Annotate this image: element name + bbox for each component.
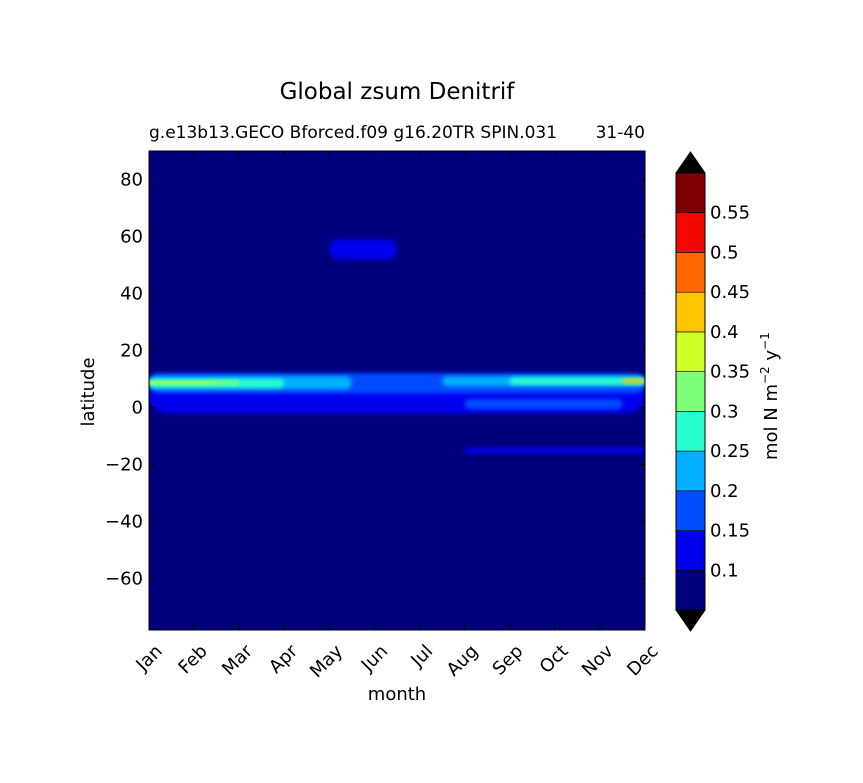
colorbar-ticks: 0.1 0.15 0.2 0.25 0.3 0.35 0.4 0.45 0.5 0.55 — [710, 203, 750, 582]
colorbar-segment — [675, 490, 706, 531]
colorbar-segment — [675, 569, 706, 611]
x-tick-label: Feb — [174, 641, 211, 678]
contour-region-11 — [464, 447, 645, 454]
x-tick-label: Jun — [357, 641, 392, 676]
x-tick-label: May — [306, 641, 347, 682]
y-tick-label: 20 — [120, 341, 143, 362]
colorbar-label: mol N m−2 y−1 — [758, 332, 782, 460]
x-tick-label: Oct — [536, 641, 573, 678]
contour-region-10 — [329, 239, 397, 260]
colorbar-segment — [675, 252, 706, 293]
colorbar-label-base: mol N m — [761, 384, 782, 460]
colorbar-extend-bottom — [675, 609, 706, 632]
y-axis: 80 60 40 20 0 −20 −40 −60 — [105, 170, 645, 590]
contour-region-7 — [509, 377, 645, 385]
colorbar-segment — [675, 172, 706, 214]
colorbar-tick-label: 0.2 — [710, 481, 739, 502]
y-tick-label: −40 — [105, 512, 143, 533]
y-tick-label: 60 — [120, 227, 143, 248]
colorbar-tick-label: 0.45 — [710, 282, 750, 303]
y-tick-label: −60 — [105, 569, 143, 590]
plot-area — [149, 151, 645, 630]
colorbar-label-mid: y — [761, 350, 782, 367]
x-axis-label: month — [368, 684, 426, 705]
x-tick-label: Sep — [489, 641, 528, 680]
chart-subtitle-left: g.e13b13.GECO Bforced.f09 g16.20TR SPIN.… — [149, 123, 557, 143]
colorbar-tick-label: 0.35 — [710, 362, 750, 383]
colorbar-tick-label: 0.25 — [710, 441, 750, 462]
plot-frame — [148, 150, 646, 631]
x-tick-label: Mar — [218, 640, 257, 679]
colorbar-segment — [675, 411, 706, 452]
colorbar-segment — [675, 331, 706, 372]
contour-region-8 — [622, 379, 645, 384]
colorbar-extend-top — [675, 151, 706, 174]
colorbar-segment — [675, 450, 706, 492]
x-tick-label: Jan — [132, 641, 167, 676]
colorbar-tick-label: 0.55 — [710, 203, 750, 224]
colorbar-segment — [675, 371, 706, 412]
x-tick-label: Aug — [443, 641, 483, 681]
contour-region-9 — [464, 399, 623, 410]
colorbar-label-sup2: −1 — [758, 332, 772, 350]
colorbar-tick-label: 0.4 — [710, 322, 739, 343]
colorbar — [675, 151, 706, 632]
colorbar-tick-label: 0.15 — [710, 521, 750, 542]
contour-region-5 — [149, 381, 217, 384]
y-tick-label: −20 — [105, 455, 143, 476]
colorbar-tick-label: 0.1 — [710, 560, 739, 581]
colorbar-segment — [675, 212, 706, 253]
colorbar-tick-label: 0.5 — [710, 242, 739, 263]
chart-title: Global zsum Denitrif — [280, 79, 516, 105]
colorbar-tick-label: 0.3 — [710, 401, 739, 422]
y-tick-label: 0 — [132, 398, 143, 419]
colorbar-segment — [675, 530, 706, 571]
y-tick-label: 80 — [120, 170, 143, 191]
colorbar-segment — [675, 291, 706, 333]
chart-subtitle-right: 31-40 — [596, 123, 645, 143]
x-tick-label: Dec — [623, 641, 662, 680]
x-tick-label: Nov — [578, 641, 618, 681]
y-tick-label: 40 — [120, 284, 143, 305]
colorbar-label-sup1: −2 — [758, 366, 772, 384]
y-axis-label: latitude — [78, 357, 99, 426]
colorbar-frame — [675, 172, 706, 611]
x-tick-label: Apr — [265, 640, 302, 677]
x-tick-label: Jul — [406, 641, 437, 672]
